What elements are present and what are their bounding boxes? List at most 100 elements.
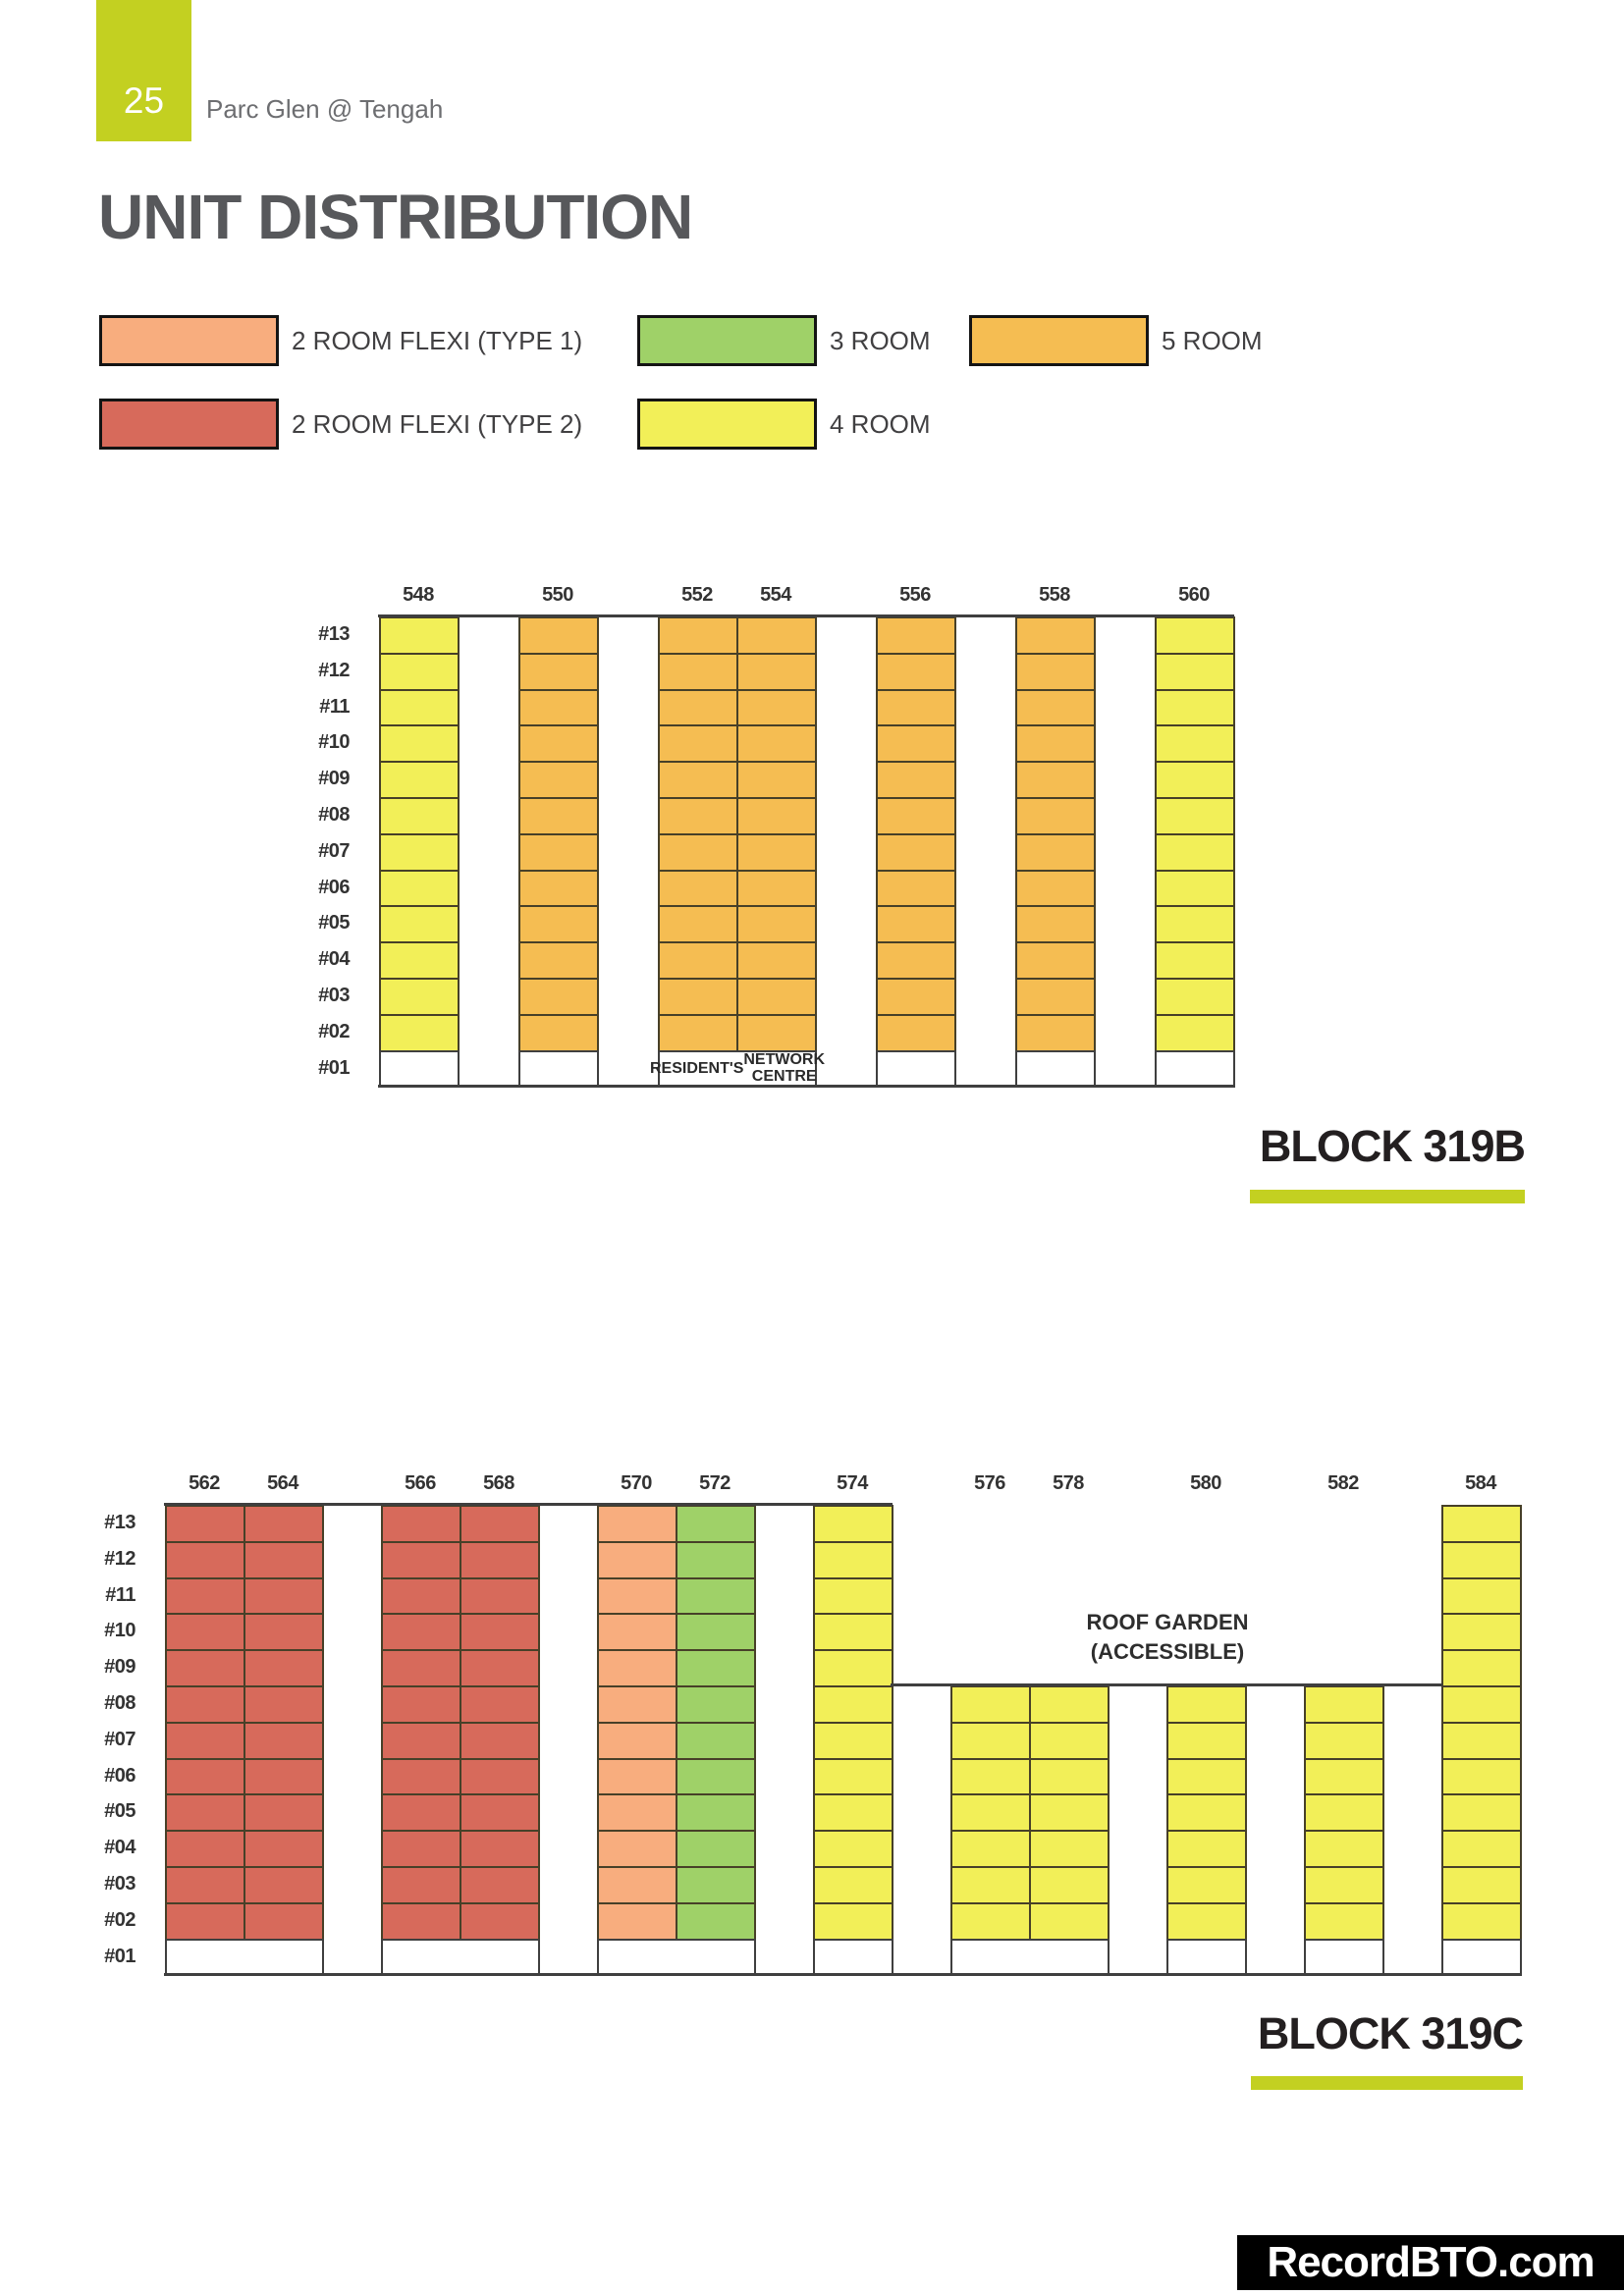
legend-label-room5: 5 ROOM [1162,326,1263,355]
unit-cell-548-#13 [379,616,460,655]
unit-cell-548-#02 [379,1013,460,1052]
unit-cell-582-#03 [1304,1866,1384,1904]
unit-cell-578-#08 [1029,1685,1110,1724]
unit-cell-576-#04 [950,1830,1031,1868]
unit-cell-550-#06 [518,869,599,908]
unit-cell-566-#02 [381,1901,461,1941]
floor-label-08: #08 [104,1692,135,1714]
unit-cell-572-#05 [676,1793,756,1833]
void-deck-cell [379,1049,460,1089]
legend-swatch-flexi2 [99,399,279,450]
unit-cell-548-#06 [379,869,460,908]
unit-cell-566-#03 [381,1866,461,1904]
unit-cell-548-#10 [379,724,460,764]
column-number-576: 576 [974,1472,1005,1494]
unit-cell-584-#12 [1441,1540,1522,1579]
unit-cell-552-#10 [658,724,738,764]
unit-cell-580-#08 [1166,1685,1247,1724]
unit-cell-584-#03 [1441,1866,1522,1904]
floor-label-13: #13 [104,1512,135,1533]
unit-cell-578-#07 [1029,1721,1110,1760]
unit-cell-554-#04 [736,941,817,980]
unit-cell-570-#07 [597,1721,677,1760]
floor-label-10: #10 [318,731,350,754]
column-number-568: 568 [483,1472,514,1494]
block-top-line [164,1503,893,1506]
floor-label-01: #01 [318,1056,350,1079]
unit-cell-568-#11 [460,1576,540,1616]
column-number-578: 578 [1053,1472,1084,1494]
column-number-566: 566 [405,1472,436,1494]
unit-cell-560-#05 [1155,905,1235,944]
unit-cell-552-#12 [658,652,738,691]
column-number-550: 550 [542,584,573,606]
unit-cell-584-#08 [1441,1685,1522,1724]
unit-cell-578-#05 [1029,1793,1110,1833]
unit-cell-566-#05 [381,1793,461,1833]
legend-swatch-room4 [637,399,817,450]
unit-cell-570-#13 [597,1505,677,1543]
unit-cell-550-#04 [518,941,599,980]
unit-cell-556-#10 [876,724,956,764]
unit-cell-570-#12 [597,1540,677,1579]
unit-cell-560-#12 [1155,652,1235,691]
unit-cell-558-#04 [1015,941,1096,980]
unit-cell-560-#10 [1155,724,1235,764]
project-name: Parc Glen @ Tengah [206,94,444,124]
unit-cell-552-#04 [658,941,738,980]
legend-label-flexi2: 2 ROOM FLEXI (TYPE 2) [292,409,583,439]
unit-cell-564-#08 [244,1685,324,1724]
unit-cell-582-#06 [1304,1757,1384,1796]
unit-cell-570-#06 [597,1757,677,1796]
column-number-560: 560 [1178,584,1210,606]
unit-cell-560-#07 [1155,832,1235,872]
unit-cell-568-#02 [460,1901,540,1941]
unit-cell-562-#05 [165,1793,245,1833]
void-deck-cell [597,1938,756,1977]
block-319b-title: BLOCK 319B [1259,1121,1526,1171]
unit-cell-550-#09 [518,761,599,799]
unit-cell-560-#02 [1155,1013,1235,1052]
floor-label-02: #02 [318,1020,350,1042]
unit-cell-552-#09 [658,761,738,799]
block-319c-title: BLOCK 319C [1257,2008,1524,2058]
block-319b-underline [1250,1190,1525,1203]
void-deck-cell [813,1938,893,1977]
unit-cell-558-#11 [1015,688,1096,727]
unit-cell-554-#07 [736,832,817,872]
unit-cell-570-#10 [597,1613,677,1652]
unit-cell-566-#10 [381,1613,461,1652]
unit-cell-558-#07 [1015,832,1096,872]
ground-line [378,1085,1234,1089]
unit-cell-548-#07 [379,832,460,872]
unit-cell-558-#06 [1015,869,1096,908]
floor-label-06: #06 [318,876,350,898]
floor-label-04: #04 [104,1837,135,1859]
unit-cell-574-#10 [813,1613,893,1652]
unit-cell-554-#10 [736,724,817,764]
unit-cell-564-#09 [244,1649,324,1687]
unit-cell-558-#09 [1015,761,1096,799]
unit-cell-550-#02 [518,1013,599,1052]
unit-cell-556-#03 [876,978,956,1016]
unit-cell-552-#05 [658,905,738,944]
unit-cell-570-#03 [597,1866,677,1904]
void-deck-cell [165,1938,324,1977]
unit-cell-568-#04 [460,1830,540,1868]
unit-cell-574-#05 [813,1793,893,1833]
unit-cell-570-#08 [597,1685,677,1724]
unit-cell-568-#05 [460,1793,540,1833]
unit-cell-570-#02 [597,1901,677,1941]
unit-cell-580-#07 [1166,1721,1247,1760]
unit-cell-568-#07 [460,1721,540,1760]
unit-cell-554-#09 [736,761,817,799]
watermark-text: RecordBTO.com [1267,2238,1595,2286]
floor-label-07: #07 [104,1728,135,1750]
unit-cell-574-#03 [813,1866,893,1904]
unit-cell-574-#12 [813,1540,893,1579]
unit-cell-558-#13 [1015,616,1096,655]
void-deck-cell [518,1049,599,1089]
roof-garden-line [891,1683,1442,1686]
unit-cell-562-#06 [165,1757,245,1796]
